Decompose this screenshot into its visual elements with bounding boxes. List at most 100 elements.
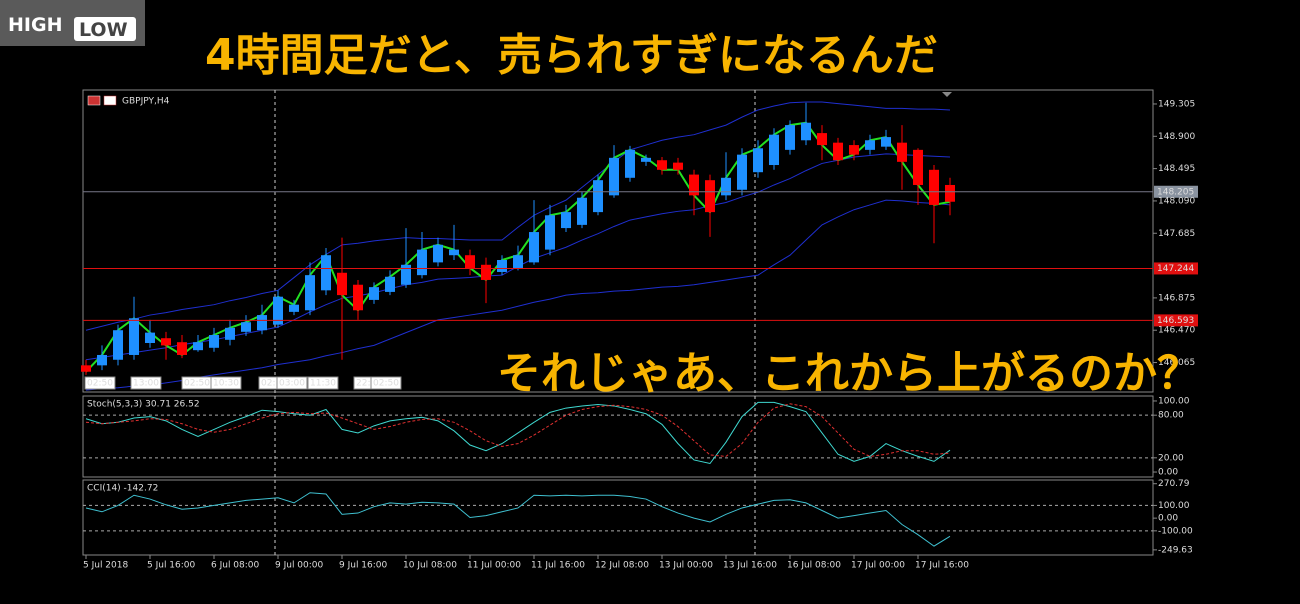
- cci-title: CCI(14) -142.72: [87, 484, 158, 494]
- y-tick-label: 148.900: [1158, 132, 1195, 142]
- candle-body: [385, 276, 395, 292]
- time-tag-label: 03:00: [279, 379, 305, 389]
- x-tick-label: 16 Jul 08:00: [787, 561, 841, 571]
- candle-body: [481, 264, 491, 280]
- candle-body: [625, 149, 635, 178]
- y-tick-label: 100.00: [1158, 501, 1190, 511]
- candle-body: [865, 140, 875, 150]
- candle-body: [257, 315, 267, 331]
- candle-body: [449, 249, 459, 256]
- level-tag: [1154, 262, 1198, 275]
- y-tick-label: 146.875: [1158, 293, 1195, 303]
- logo-right: LOW: [79, 19, 128, 41]
- symbol-title: GBPJPY,H4: [122, 97, 170, 107]
- y-tick-label: -100.00: [1158, 526, 1193, 536]
- time-tag: [276, 376, 308, 390]
- y-tick-label: 0.00: [1158, 514, 1178, 524]
- candle-body: [97, 354, 107, 366]
- candle-body: [881, 137, 891, 147]
- y-tick-label: 149.305: [1158, 99, 1195, 109]
- candle-body: [273, 296, 283, 325]
- y-tick-label: 146.470: [1158, 326, 1195, 336]
- candle-body: [193, 342, 203, 351]
- x-tick-label: 5 Jul 16:00: [147, 561, 196, 571]
- candle-body: [753, 148, 763, 173]
- candle-body: [513, 255, 523, 268]
- logo-right-box: [74, 17, 136, 41]
- cci-panel: [82, 479, 1154, 556]
- candle-body: [433, 244, 443, 263]
- level-tag: [1154, 314, 1198, 327]
- level-label: 146.593: [1157, 316, 1194, 326]
- x-tick-label: 10 Jul 08:00: [403, 561, 457, 571]
- candle-body: [81, 365, 91, 372]
- price-label: 148.205: [1157, 187, 1194, 197]
- candle-body: [785, 125, 795, 150]
- x-tick-label: 17 Jul 00:00: [851, 561, 905, 571]
- y-tick-label: 148.495: [1158, 164, 1195, 174]
- y-tick-label: 147.685: [1158, 229, 1195, 239]
- candle-body: [929, 169, 939, 205]
- indicator-line: [85, 403, 951, 457]
- caption: それじゃあ、これから上がるのか？: [497, 348, 1201, 399]
- candle-body: [673, 162, 683, 170]
- candle-body: [577, 197, 587, 225]
- time-tag: [370, 376, 402, 390]
- candle-body: [609, 157, 619, 196]
- candle-body: [417, 249, 427, 276]
- candle-body: [497, 259, 507, 272]
- candle-body: [641, 157, 651, 162]
- candle-body: [129, 318, 139, 355]
- y-tick-label: -249.63: [1158, 545, 1193, 555]
- candle-body: [705, 180, 715, 213]
- time-tag: [130, 376, 162, 390]
- candle-body: [353, 284, 363, 311]
- candle-body: [689, 174, 699, 196]
- candle-body: [177, 342, 187, 355]
- indicator-line: [85, 101, 951, 331]
- y-tick-label: 100.00: [1158, 396, 1190, 406]
- x-tick-label: 13 Jul 16:00: [723, 561, 777, 571]
- candle-body: [113, 330, 123, 360]
- y-tick-label: 146.065: [1158, 358, 1195, 368]
- time-tag-label: 02:: [261, 379, 275, 389]
- time-tag-label: 10:30: [213, 379, 239, 389]
- x-tick-label: 12 Jul 08:00: [595, 561, 649, 571]
- candle-body: [801, 122, 811, 141]
- candle-body: [241, 322, 251, 332]
- candle-body: [561, 212, 571, 229]
- candle-body: [849, 145, 859, 155]
- x-tick-label: 17 Jul 16:00: [915, 561, 969, 571]
- candle-body: [337, 272, 347, 296]
- shift-marker: [942, 92, 952, 97]
- candle-body: [161, 338, 171, 346]
- y-tick-label: 20.00: [1158, 453, 1184, 463]
- candle-body: [833, 142, 843, 161]
- candle-body: [913, 149, 923, 185]
- candle-body: [945, 184, 955, 202]
- time-tag: [210, 376, 242, 390]
- x-tick-label: 5 Jul 2018: [83, 561, 128, 571]
- candle-body: [529, 232, 539, 263]
- candle-body: [897, 142, 907, 162]
- indicator-line: [85, 401, 951, 465]
- indicator-line: [85, 199, 951, 391]
- candle-body: [593, 180, 603, 213]
- flag-icon: [103, 95, 117, 106]
- time-tag-label: 02:50: [184, 379, 210, 389]
- x-tick-label: 11 Jul 16:00: [531, 561, 585, 571]
- indicator-line: [85, 492, 951, 547]
- candle-body: [321, 255, 331, 291]
- candle-body: [657, 160, 667, 170]
- x-tick-label: 11 Jul 00:00: [467, 561, 521, 571]
- stoch-panel: [82, 395, 1154, 478]
- time-tag-label: 02:50: [87, 379, 113, 389]
- time-tag-label: 11:30: [310, 379, 336, 389]
- candle-body: [465, 255, 475, 268]
- y-tick-label: 0.00: [1158, 468, 1178, 478]
- price-tag: [1154, 185, 1198, 198]
